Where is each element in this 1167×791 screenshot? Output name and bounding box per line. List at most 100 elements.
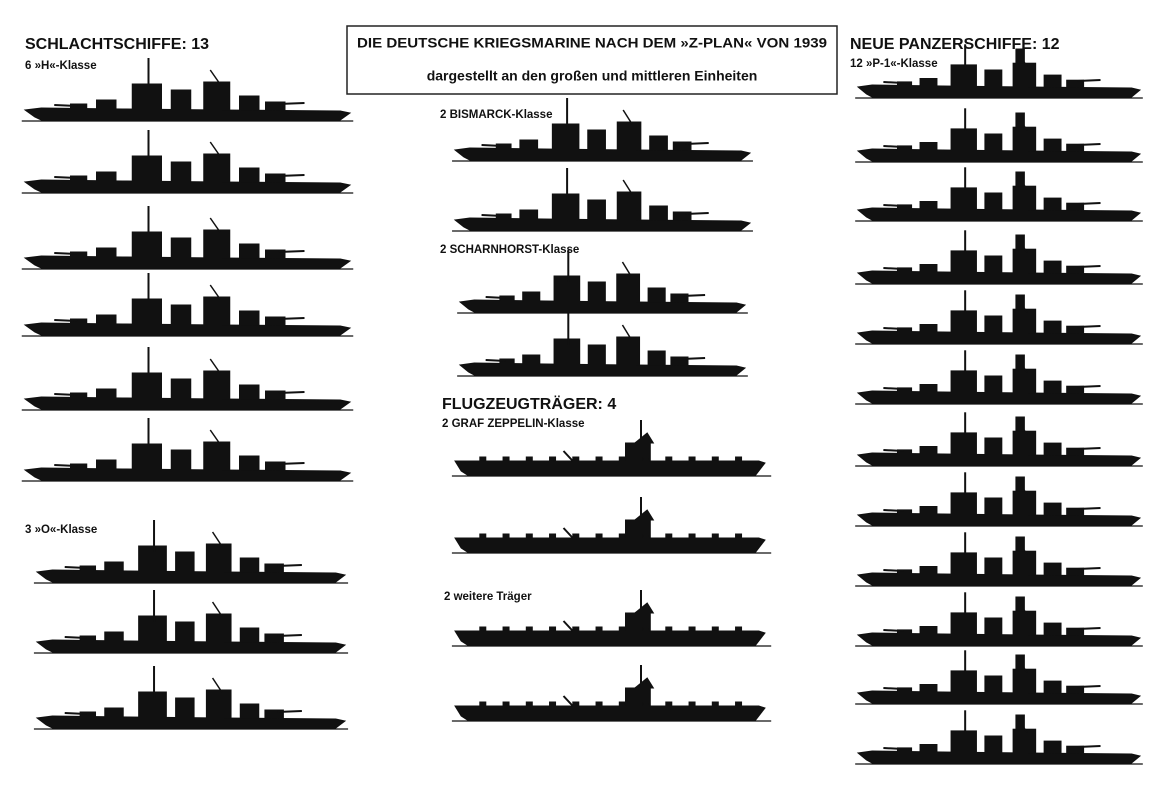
gun-sponson (735, 456, 743, 462)
superstructure (522, 354, 541, 366)
gun-barrel (883, 629, 904, 632)
superstructure (1043, 74, 1062, 88)
gun-barrel (1077, 507, 1101, 510)
superstructure (264, 709, 284, 719)
superstructure (96, 388, 117, 400)
superstructure (175, 551, 195, 573)
superstructure (519, 139, 539, 151)
ship-silhouette (457, 250, 748, 314)
gun-barrel (883, 204, 904, 207)
ship-silhouette (33, 590, 349, 654)
superstructure (587, 129, 606, 151)
ship-silhouette (452, 168, 753, 232)
superstructure (1043, 442, 1062, 456)
ship-silhouette (21, 418, 354, 482)
superstructure (70, 463, 88, 471)
superstructure (919, 744, 938, 754)
gun-sponson (595, 701, 603, 707)
gun-barrel (883, 145, 904, 148)
superstructure (264, 633, 284, 643)
group-label: 2 weitere Träger (444, 591, 532, 603)
gun-sponson (595, 626, 603, 632)
gun-barrel (278, 250, 305, 253)
gun-sponson (618, 533, 626, 539)
superstructure (553, 338, 581, 366)
superstructure (1012, 62, 1037, 88)
ship-silhouette (21, 347, 354, 411)
superstructure (1012, 430, 1037, 456)
gun-barrel (1077, 567, 1101, 570)
superstructure (265, 249, 286, 259)
superstructure (587, 199, 606, 221)
title: DIE DEUTSCHE KRIEGSMARINE NACH DEM »Z-PL… (357, 35, 827, 51)
gun-barrel (54, 104, 78, 107)
superstructure (205, 689, 232, 719)
superstructure (1066, 202, 1085, 211)
group-label: 12 »P-1«-Klasse (850, 58, 938, 70)
ship-silhouette (21, 58, 354, 122)
superstructure (984, 69, 1003, 88)
superstructure (170, 89, 192, 111)
ship-layer (21, 44, 1143, 765)
gun-sponson (502, 626, 510, 632)
superstructure (1043, 320, 1062, 334)
mast (211, 677, 223, 693)
gun-sponson (642, 626, 650, 632)
gun-sponson (572, 456, 580, 462)
superstructure (919, 384, 938, 394)
ship-silhouette (855, 230, 1143, 285)
gun-sponson (688, 533, 696, 539)
superstructure (950, 310, 977, 334)
gun-barrel (54, 464, 78, 467)
group-label: 2 GRAF ZEPPELIN-Klasse (442, 418, 585, 430)
superstructure (170, 237, 192, 259)
gun-barrel (481, 144, 503, 147)
gun-sponson (502, 533, 510, 539)
tower (1015, 354, 1025, 370)
gun-barrel (1077, 143, 1101, 146)
superstructure (1012, 610, 1037, 636)
gun-sponson (642, 533, 650, 539)
gun-sponson (502, 456, 510, 462)
superstructure (1012, 185, 1037, 211)
superstructure (203, 441, 231, 471)
superstructure (896, 81, 913, 88)
ship-silhouette (855, 350, 1143, 405)
gun-barrel (1077, 385, 1101, 388)
ship-silhouette (855, 592, 1143, 647)
gun-sponson (549, 533, 557, 539)
tower (1015, 476, 1025, 492)
superstructure (499, 295, 515, 303)
superstructure (131, 83, 162, 111)
superstructure (950, 670, 977, 694)
hull (454, 460, 766, 476)
superstructure (239, 167, 260, 183)
superstructure (239, 95, 260, 111)
superstructure (1066, 265, 1085, 274)
superstructure (264, 563, 284, 573)
group-label: 6 »H«-Klasse (25, 60, 97, 72)
superstructure (1043, 680, 1062, 694)
superstructure (896, 387, 913, 394)
superstructure (495, 143, 512, 151)
superstructure (1012, 728, 1037, 754)
superstructure (131, 298, 162, 326)
ship-silhouette (855, 44, 1143, 99)
gun-barrel (1077, 202, 1101, 205)
superstructure (175, 621, 195, 643)
section-heading: FLUGZEUGTRÄGER: 4 (442, 395, 616, 413)
mast (209, 217, 221, 233)
superstructure (265, 101, 286, 111)
superstructure (896, 449, 913, 456)
gun-sponson (479, 533, 487, 539)
superstructure (96, 247, 117, 259)
superstructure (919, 506, 938, 516)
gun-sponson (688, 456, 696, 462)
gun-barrel (54, 176, 78, 179)
gun-sponson (479, 456, 487, 462)
superstructure (170, 378, 192, 400)
superstructure (1012, 550, 1037, 576)
crane (562, 450, 574, 462)
tower (1015, 171, 1025, 187)
superstructure (1066, 685, 1085, 694)
